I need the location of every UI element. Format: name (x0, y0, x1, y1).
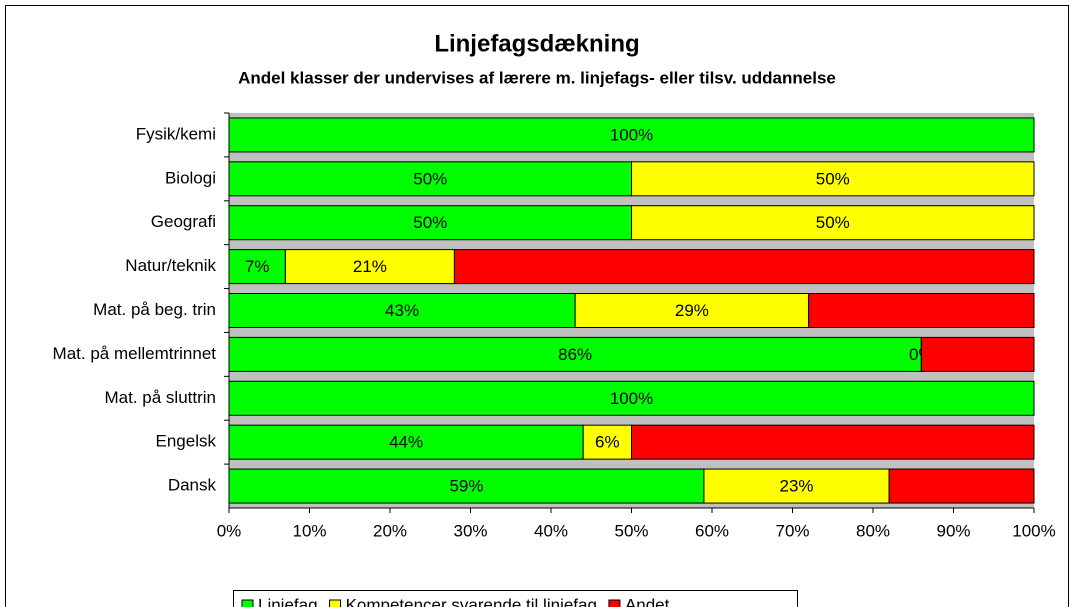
y-tick-label: Biologi (165, 168, 216, 187)
chart-title: Linjefagsdækning (434, 30, 639, 57)
data-label: 44% (389, 433, 423, 452)
legend-swatch (241, 599, 254, 607)
bar-segment (228, 336, 922, 372)
chart-subtitle: Andel klasser der undervises af lærere m… (238, 68, 836, 87)
bar-segment (631, 205, 1035, 241)
x-tick-label: 60% (695, 521, 729, 540)
data-label: 43% (385, 301, 419, 320)
y-tick-label: Geografi (151, 212, 216, 231)
x-tick-label: 10% (292, 521, 326, 540)
data-label: 7% (245, 257, 270, 276)
data-label: 86% (558, 345, 592, 364)
bar-segment (574, 293, 810, 328)
x-tick-label: 80% (856, 521, 890, 540)
data-label: 50% (816, 213, 850, 232)
y-tick-label: Mat. på beg. trin (93, 300, 216, 319)
legend-label: Andet (625, 595, 670, 607)
bar-segment (228, 117, 1035, 153)
x-tick-label: 20% (373, 521, 407, 540)
y-tick-label: Fysik/kemi (136, 124, 216, 143)
data-label: 100% (610, 125, 653, 144)
legend-label: Kompetencer svarende til linjefag (346, 595, 597, 607)
data-label: 50% (816, 169, 850, 188)
data-label: 100% (610, 389, 653, 408)
x-tick-label: 100% (1012, 521, 1055, 540)
x-tick-label: 50% (614, 521, 648, 540)
data-label: 50% (413, 169, 447, 188)
bar-segment (888, 468, 1035, 504)
y-tick-label: Mat. på sluttrin (105, 388, 217, 407)
bar-segment (631, 424, 1035, 460)
data-label: 29% (675, 301, 709, 320)
x-tick-label: 40% (534, 521, 568, 540)
data-label: 21% (353, 257, 387, 276)
bar-segment (228, 205, 632, 241)
x-tick-label: 30% (453, 521, 487, 540)
bar-segment (228, 249, 286, 285)
legend-swatch (329, 599, 342, 607)
bar-segment (453, 249, 1035, 285)
bar-segment (582, 424, 633, 460)
data-label: 23% (780, 477, 814, 496)
x-tick-label: 90% (936, 521, 970, 540)
bar-segment (284, 249, 455, 285)
x-tick-label: 0% (217, 521, 242, 540)
bar-segment (228, 468, 705, 504)
bar-segment (228, 161, 632, 197)
x-tick-label: 70% (775, 521, 809, 540)
data-label: 6% (595, 433, 620, 452)
bar-segment (808, 293, 1035, 328)
data-label: 50% (413, 213, 447, 232)
y-tick-label: Mat. på mellemtrinnet (53, 344, 217, 363)
bar-segment (920, 336, 1035, 372)
legend-swatch (608, 599, 621, 607)
legend-label: Linjefag (258, 595, 318, 607)
bar-segment (228, 424, 584, 460)
legend-box (233, 590, 798, 607)
y-tick-label: Dansk (168, 476, 217, 495)
y-tick-label: Natur/teknik (125, 256, 216, 275)
data-label: 59% (449, 477, 483, 496)
bar-segment (228, 380, 1035, 416)
y-tick-label: Engelsk (156, 432, 217, 451)
bar-segment (631, 161, 1035, 197)
bar-segment (228, 293, 576, 328)
